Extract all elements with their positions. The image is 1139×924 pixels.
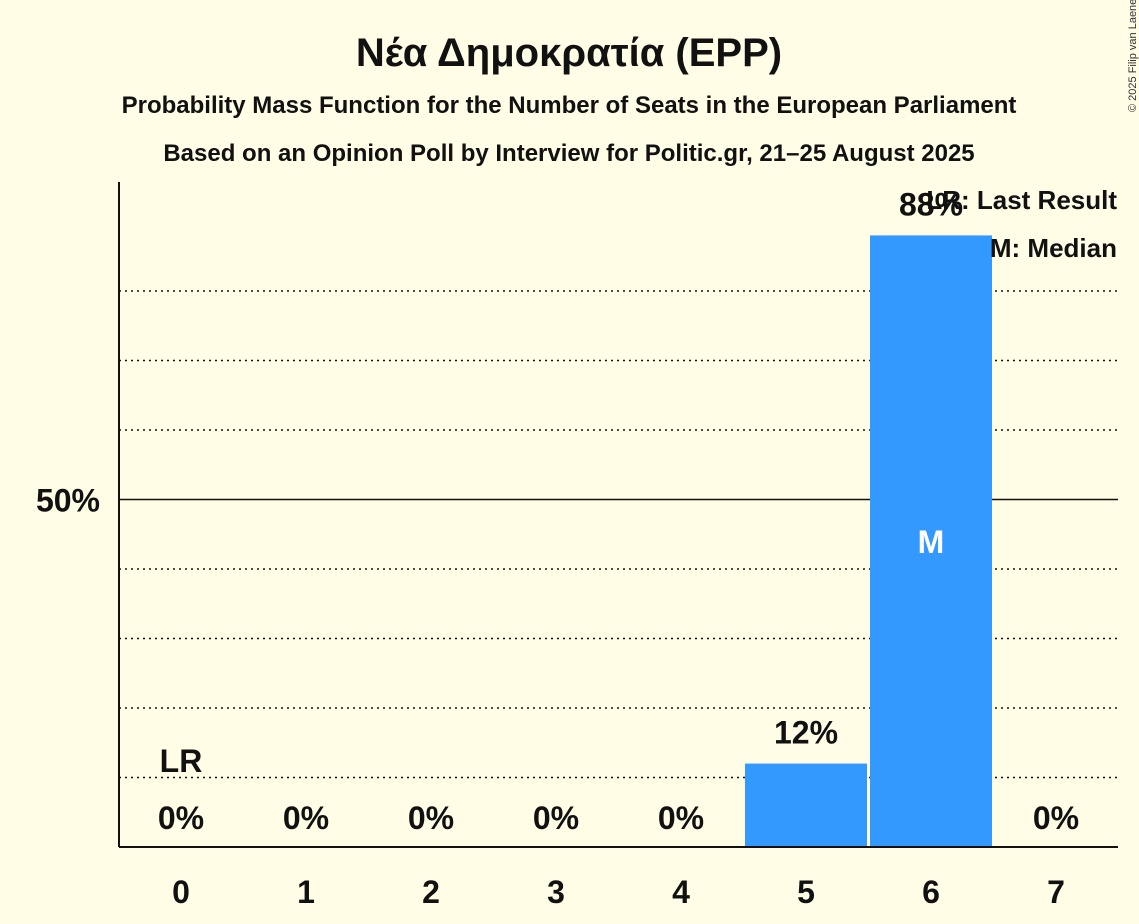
- x-tick-label: 7: [1047, 874, 1065, 910]
- value-label: 0%: [283, 800, 329, 836]
- chart-source: Based on an Opinion Poll by Interview fo…: [163, 140, 974, 167]
- value-label: 0%: [533, 800, 579, 836]
- x-tick-label: 0: [172, 874, 190, 910]
- x-tick-label: 5: [797, 874, 815, 910]
- value-labels: 0% 0% 0% 0% 0% 12% 88% 0% LR M: [158, 186, 1079, 836]
- value-label: 0%: [408, 800, 454, 836]
- legend-entry: LR: Last Result: [926, 185, 1117, 215]
- value-label: 12%: [774, 715, 838, 751]
- legend: LR: Last Result M: Median: [926, 185, 1117, 263]
- y-tick-label: 50%: [36, 483, 100, 519]
- x-tick-label: 2: [422, 874, 440, 910]
- chart-subtitle: Probability Mass Function for the Number…: [122, 92, 1017, 119]
- bar: [870, 235, 992, 847]
- x-tick-label: 1: [297, 874, 315, 910]
- bar: [745, 763, 867, 847]
- value-label: 88%: [899, 186, 963, 222]
- copyright-text: © 2025 Filip van Laenen: [1127, 0, 1139, 112]
- bars: [745, 235, 992, 847]
- value-label: 0%: [1033, 800, 1079, 836]
- value-label: 0%: [158, 800, 204, 836]
- x-tick-label: 6: [922, 874, 940, 910]
- value-label: 0%: [658, 800, 704, 836]
- median-marker: M: [918, 524, 945, 560]
- axes: 0 1 2 3 4 5 6 7 50%: [36, 182, 1118, 910]
- chart-title: Νέα Δημοκρατία (EPP): [356, 31, 782, 75]
- last-result-marker: LR: [160, 743, 203, 779]
- legend-entry: M: Median: [990, 233, 1117, 263]
- x-tick-label: 3: [547, 874, 565, 910]
- x-tick-label: 4: [672, 874, 690, 910]
